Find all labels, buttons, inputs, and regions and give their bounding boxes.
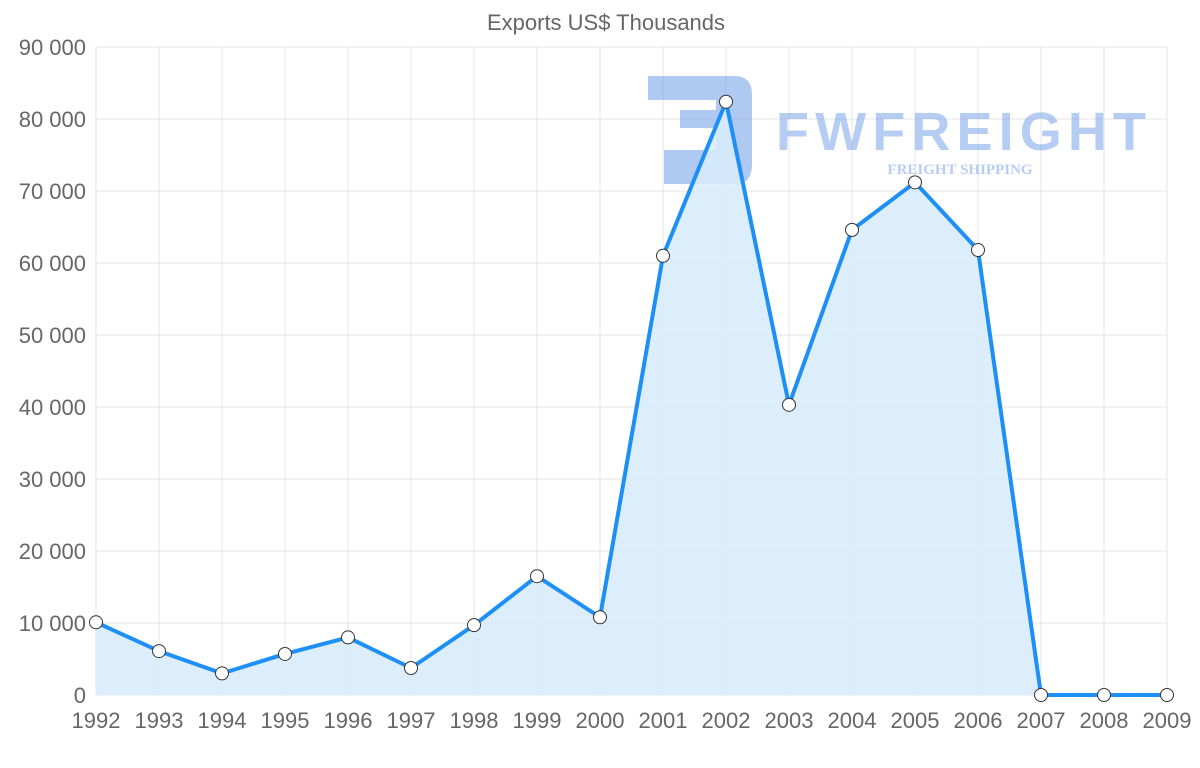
y-tick-label: 0 [74, 683, 86, 708]
x-tick-label: 2006 [954, 708, 1003, 733]
x-tick-label: 1996 [324, 708, 373, 733]
y-tick-label: 70 000 [19, 179, 86, 204]
y-tick-label: 50 000 [19, 323, 86, 348]
y-tick-label: 80 000 [19, 107, 86, 132]
series-area-fill [96, 101, 1167, 696]
x-tick-label: 1998 [450, 708, 499, 733]
x-tick-label: 2007 [1017, 708, 1066, 733]
data-point-2007 [1034, 688, 1048, 702]
x-tick-label: 2005 [891, 708, 940, 733]
watermark-tagline: FREIGHT SHIPPING [887, 162, 1032, 178]
data-point-1994 [215, 666, 229, 681]
x-tick-label: 2002 [702, 708, 751, 733]
data-point-1995 [278, 646, 292, 661]
x-tick-label: 1999 [513, 708, 562, 733]
x-tick-label: 2009 [1143, 708, 1192, 733]
data-point-2009 [1160, 688, 1174, 702]
x-tick-label: 2008 [1080, 708, 1129, 733]
x-tick-label: 2000 [576, 708, 625, 733]
x-tick-label: 1995 [261, 708, 310, 733]
watermark-brand: FWFREIGHT [776, 102, 1146, 162]
data-point-2004 [845, 222, 859, 237]
data-point-1992 [89, 615, 103, 630]
data-point-2005 [908, 175, 922, 190]
data-point-2000 [593, 610, 607, 625]
y-tick-label: 20 000 [19, 539, 86, 564]
x-tick-label: 2003 [765, 708, 814, 733]
x-tick-label: 2004 [828, 708, 877, 733]
data-point-2006 [971, 243, 985, 258]
data-point-2003 [782, 397, 796, 412]
x-tick-label: 1994 [198, 708, 247, 733]
data-point-2001 [656, 248, 670, 263]
data-point-1997 [404, 661, 418, 675]
x-tick-label: 1997 [387, 708, 436, 733]
data-point-1996 [341, 630, 355, 645]
y-tick-label: 10 000 [19, 611, 86, 636]
y-tick-label: 40 000 [19, 395, 86, 420]
data-point-2008 [1097, 688, 1111, 702]
x-tick-label: 1993 [135, 708, 184, 733]
y-tick-label: 60 000 [19, 251, 86, 276]
data-point-1993 [152, 644, 166, 659]
chart-title: Exports US$ Thousands [487, 10, 725, 35]
data-point-1998 [467, 618, 481, 633]
x-tick-label: 2001 [639, 708, 688, 733]
data-point-1999 [530, 569, 544, 584]
series-line [95, 99, 1167, 697]
x-tick-label: 1992 [72, 708, 121, 733]
data-point-2002 [719, 94, 733, 109]
y-tick-label: 30 000 [19, 467, 86, 492]
y-tick-label: 90 000 [19, 35, 86, 60]
